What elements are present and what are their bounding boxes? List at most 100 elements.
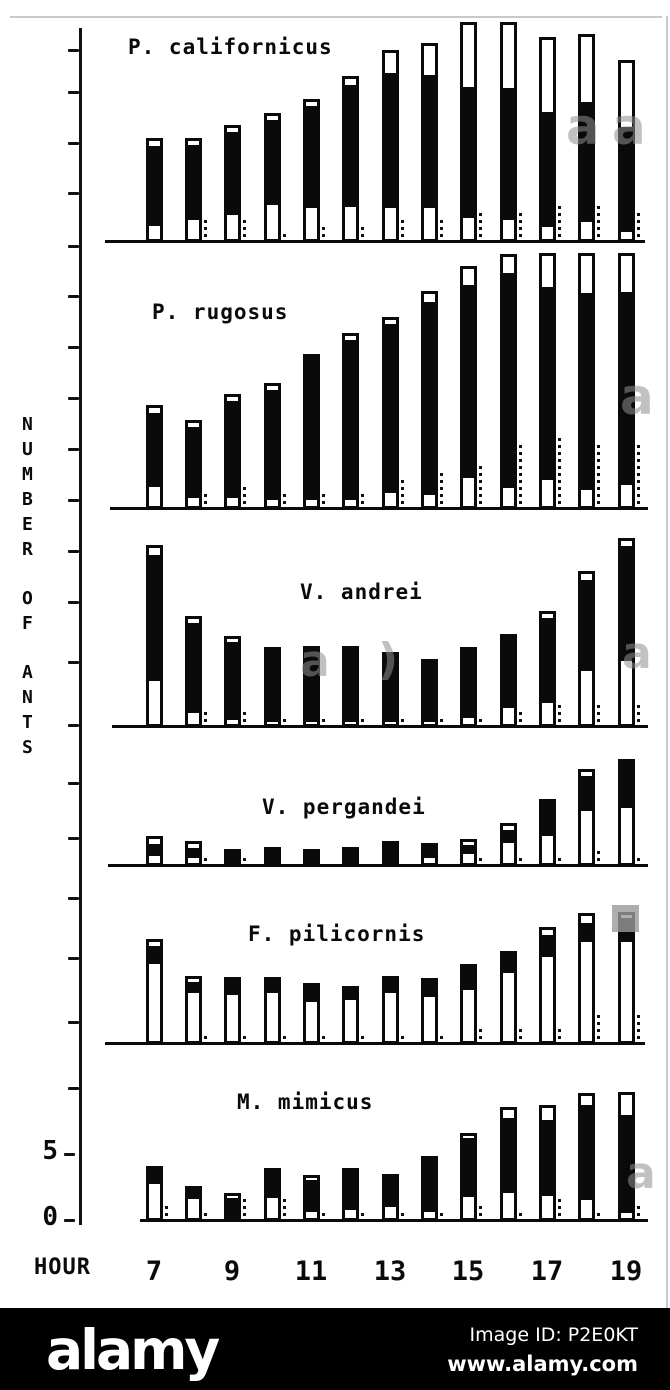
species-label: F. pilicornis xyxy=(248,922,426,946)
y-axis-tick xyxy=(68,661,79,664)
species-label: M. mimicus xyxy=(237,1090,374,1114)
axis-title-letter: N xyxy=(22,687,33,708)
bar-open-top-segment xyxy=(385,53,396,73)
bar-open-top-segment xyxy=(306,102,317,106)
bar-open-bottom-segment xyxy=(542,1196,553,1218)
x-axis-tick-label: 11 xyxy=(294,1256,328,1287)
significance-dot xyxy=(597,206,600,209)
significance-dot xyxy=(243,712,246,715)
stacked-bar xyxy=(264,113,281,240)
species-label: V. pergandei xyxy=(262,795,426,819)
bar-open-bottom-segment xyxy=(542,703,553,724)
bar-open-top-segment xyxy=(581,574,592,580)
bar-open-top-segment xyxy=(503,25,514,88)
stacked-bar xyxy=(460,22,477,240)
significance-dot xyxy=(440,1036,443,1039)
significance-dot xyxy=(558,206,561,209)
significance-dot xyxy=(479,487,482,490)
axis-title-letter: M xyxy=(22,464,33,485)
bar-open-top-segment xyxy=(188,979,199,982)
significance-dot xyxy=(479,227,482,230)
stacked-bar xyxy=(382,317,399,507)
significance-dot xyxy=(440,227,443,230)
bar-open-bottom-segment xyxy=(149,856,160,863)
stacked-bar xyxy=(460,1133,477,1219)
bar-open-top-segment xyxy=(345,79,356,85)
significance-dot xyxy=(597,494,600,497)
significance-dot xyxy=(558,466,561,469)
bar-open-bottom-segment xyxy=(306,722,317,724)
significance-dot xyxy=(283,234,286,237)
significance-dot xyxy=(479,1029,482,1032)
y-axis-tick xyxy=(68,245,79,248)
y-axis-tick-label: 5 xyxy=(42,1136,58,1166)
alamy-url-text: www.alamy.com xyxy=(447,1352,638,1376)
stacked-bar xyxy=(303,1175,320,1219)
significance-dot xyxy=(637,1022,640,1025)
significance-dot xyxy=(401,1213,404,1216)
significance-dot xyxy=(401,494,404,497)
bar-open-top-segment xyxy=(227,639,238,642)
bar-open-bottom-segment xyxy=(345,500,356,506)
significance-dot xyxy=(558,227,561,230)
bar-open-bottom-segment xyxy=(503,843,514,863)
bar-open-top-segment xyxy=(188,844,199,848)
significance-dot xyxy=(401,227,404,230)
bar-open-bottom-segment xyxy=(463,990,474,1041)
bar-open-bottom-segment xyxy=(345,207,356,239)
significance-dot xyxy=(401,1036,404,1039)
bar-open-top-segment xyxy=(227,397,238,401)
panel-baseline xyxy=(108,864,648,867)
bar-open-top-segment xyxy=(463,842,474,845)
significance-dot xyxy=(283,501,286,504)
significance-dot xyxy=(204,494,207,497)
significance-dot xyxy=(558,213,561,216)
significance-dot xyxy=(558,705,561,708)
axis-title-letter: F xyxy=(22,613,33,634)
significance-dot xyxy=(361,234,364,237)
significance-dot xyxy=(637,705,640,708)
significance-dot xyxy=(558,220,561,223)
stacked-bar xyxy=(303,983,320,1042)
stacked-bar xyxy=(224,394,241,507)
significance-dot xyxy=(637,473,640,476)
axis-title-letter: U xyxy=(22,439,33,460)
significance-dot xyxy=(558,1036,561,1039)
significance-dot xyxy=(558,719,561,722)
bar-open-top-segment xyxy=(424,294,435,302)
bar-open-top-segment xyxy=(463,25,474,87)
bar-open-top-segment xyxy=(149,942,160,946)
significance-dot xyxy=(558,1199,561,1202)
significance-dot xyxy=(243,501,246,504)
significance-dot xyxy=(440,501,443,504)
significance-dot xyxy=(519,234,522,237)
bar-open-bottom-segment xyxy=(503,1193,514,1218)
significance-dot xyxy=(479,494,482,497)
significance-dot xyxy=(597,487,600,490)
significance-dot xyxy=(519,1036,522,1039)
significance-dot xyxy=(637,712,640,715)
significance-dot xyxy=(637,480,640,483)
watermark-letter: a xyxy=(620,368,654,426)
significance-dot xyxy=(558,712,561,715)
significance-dot xyxy=(637,466,640,469)
significance-dot xyxy=(479,466,482,469)
significance-dot xyxy=(597,480,600,483)
bar-open-bottom-segment xyxy=(621,1213,632,1218)
stacked-bar xyxy=(342,986,359,1042)
bar-open-bottom-segment xyxy=(188,498,199,506)
bar-open-bottom-segment xyxy=(621,232,632,239)
species-label: P. rugosus xyxy=(152,300,289,324)
significance-dot xyxy=(243,1213,246,1216)
significance-dot xyxy=(597,220,600,223)
significance-dot xyxy=(204,719,207,722)
y-axis-tick xyxy=(68,49,79,52)
bar-open-top-segment xyxy=(542,40,553,112)
significance-dot xyxy=(637,487,640,490)
significance-dot xyxy=(322,719,325,722)
bar-open-top-segment xyxy=(424,46,435,75)
significance-dot xyxy=(637,227,640,230)
significance-dot xyxy=(519,473,522,476)
significance-dot xyxy=(597,712,600,715)
significance-dot xyxy=(637,1015,640,1018)
